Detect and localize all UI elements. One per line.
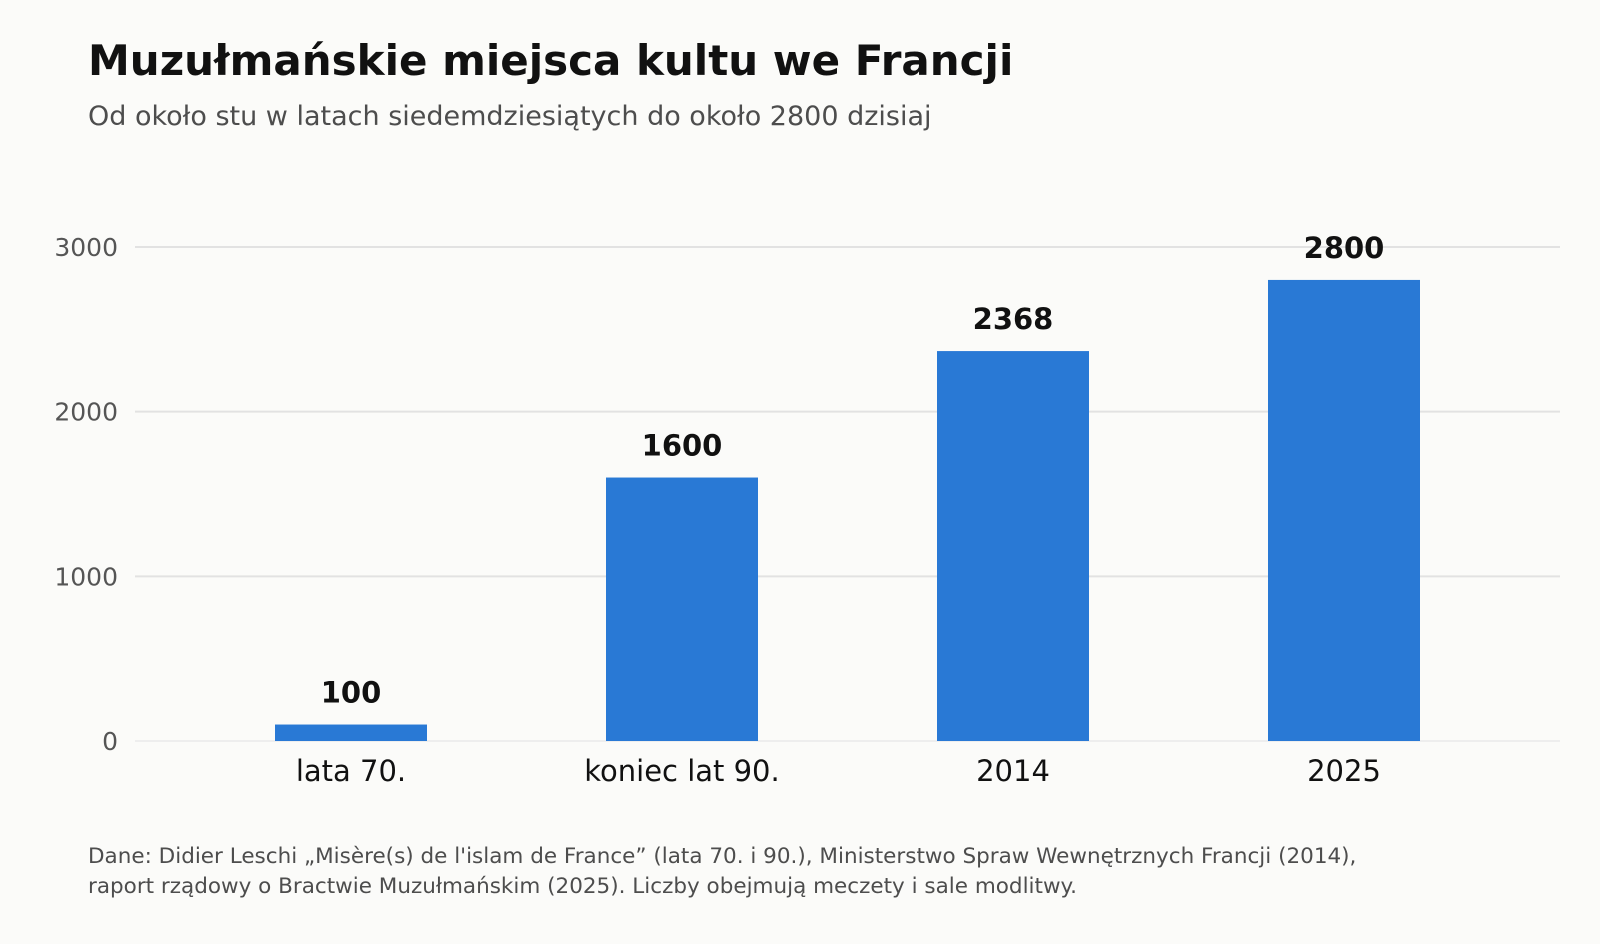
y-tick-label: 0 xyxy=(102,727,118,756)
bar xyxy=(275,724,427,741)
x-tick-label: koniec lat 90. xyxy=(584,754,779,788)
source-note: Dane: Didier Leschi „Misère(s) de l'isla… xyxy=(88,842,1356,902)
y-tick-label: 2000 xyxy=(54,398,118,427)
bar xyxy=(1268,279,1420,741)
y-tick-label: 3000 xyxy=(54,233,118,262)
y-tick-label: 1000 xyxy=(54,562,118,591)
x-tick-label: 2025 xyxy=(1307,754,1381,788)
bar xyxy=(606,477,758,741)
x-tick-label: lata 70. xyxy=(296,754,406,788)
chart-subtitle: Od około stu w latach siedemdziesiątych … xyxy=(88,101,932,132)
bar xyxy=(937,351,1089,741)
data-label: 2800 xyxy=(1304,231,1385,265)
x-tick-label: 2014 xyxy=(976,754,1050,788)
data-label: 1600 xyxy=(642,429,723,463)
chart-title: Muzułmańskie miejsca kultu we Francji xyxy=(88,36,1014,85)
data-label: 2368 xyxy=(973,302,1054,336)
source-note-line-2: raport rządowy o Bractwie Muzułmańskim (… xyxy=(88,874,1078,899)
source-note-line-1: Dane: Didier Leschi „Misère(s) de l'isla… xyxy=(88,844,1357,869)
data-label: 100 xyxy=(321,676,382,710)
